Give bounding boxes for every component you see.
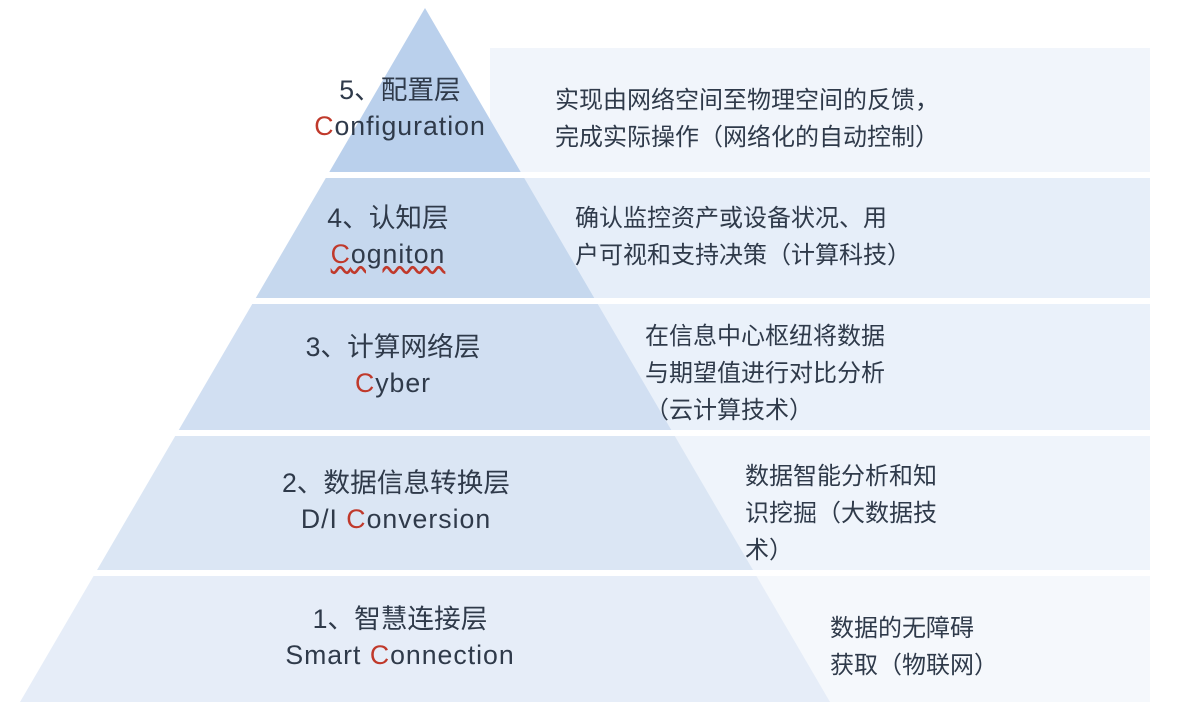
tier-label-en-4: Cogniton [188,236,588,272]
tier-label-cn-2: 2、数据信息转换层 [196,465,596,501]
tier-label-en-pre-1: Smart [285,640,370,670]
tier-label-en-post-3: yber [375,368,431,398]
tier-desc-2-line-0: 数据智能分析和知 [745,458,1105,495]
tier-desc-5-line-0: 实现由网络空间至物理空间的反馈， [555,82,1145,119]
tier-desc-2-line-1: 识挖掘（大数据技 [745,495,1105,532]
tier-label-5: 5、配置层Configuration [200,72,600,144]
tier-label-cn-3: 3、计算网络层 [193,329,593,365]
tier-label-en-post-4: ogniton [351,239,445,269]
tier-label-en-5: Configuration [200,108,600,144]
tier-label-cn-4: 4、认知层 [188,200,588,236]
tier-label-en-3: Cyber [193,365,593,401]
tier-desc-1-line-0: 数据的无障碍 [830,610,1130,647]
tier-gap-2 [95,570,1154,576]
tier-gap-4 [254,298,1154,304]
tier-desc-4-line-1: 户可视和支持决策（计算科技） [575,237,1135,274]
tier-desc-4-line-0: 确认监控资产或设备状况、用 [575,200,1135,237]
tier-label-en-c-3: C [355,368,375,398]
tier-label-cn-1: 1、智慧连接层 [200,601,600,637]
tier-desc-3-line-1: 与期望值进行对比分析 [645,355,1085,392]
tier-desc-1: 数据的无障碍获取（物联网） [830,610,1130,684]
pyramid-apex-cap [402,8,449,48]
tier-label-en-2: D/I Conversion [196,501,596,537]
pyramid-diagram: 5、配置层Configuration实现由网络空间至物理空间的反馈，完成实际操作… [0,0,1181,710]
tier-desc-3-line-2: （云计算技术） [645,392,1085,429]
tier-label-en-pre-2: D/I [301,504,346,534]
tier-label-en-c-1: C [370,640,390,670]
tier-gap-3 [177,430,1154,436]
tier-desc-5: 实现由网络空间至物理空间的反馈，完成实际操作（网络化的自动控制） [555,82,1145,156]
tier-label-1: 1、智慧连接层Smart Connection [200,601,600,673]
tier-label-en-c-2: C [346,504,366,534]
tier-label-en-post-2: onversion [367,504,492,534]
tier-desc-5-line-1: 完成实际操作（网络化的自动控制） [555,119,1145,156]
tier-desc-4: 确认监控资产或设备状况、用户可视和支持决策（计算科技） [575,200,1135,274]
tier-label-cn-5: 5、配置层 [200,72,600,108]
tier-label-3: 3、计算网络层Cyber [193,329,593,401]
tier-label-2: 2、数据信息转换层D/I Conversion [196,465,596,537]
tier-label-en-1: Smart Connection [200,637,600,673]
tier-label-en-post-1: onnection [390,640,515,670]
tier-desc-2-line-2: 术） [745,532,1105,569]
tier-desc-2: 数据智能分析和知识挖掘（大数据技术） [745,458,1105,570]
tier-desc-1-line-1: 获取（物联网） [830,647,1130,684]
tier-desc-3-line-0: 在信息中心枢纽将数据 [645,318,1085,355]
tier-label-en-c-4: C [331,239,351,269]
tier-gap-5 [327,172,1154,178]
tier-label-en-c-5: C [314,111,334,141]
tier-label-en-post-5: onfiguration [334,111,485,141]
tier-label-4: 4、认知层Cogniton [188,200,588,272]
tier-desc-3: 在信息中心枢纽将数据与期望值进行对比分析（云计算技术） [645,318,1085,430]
